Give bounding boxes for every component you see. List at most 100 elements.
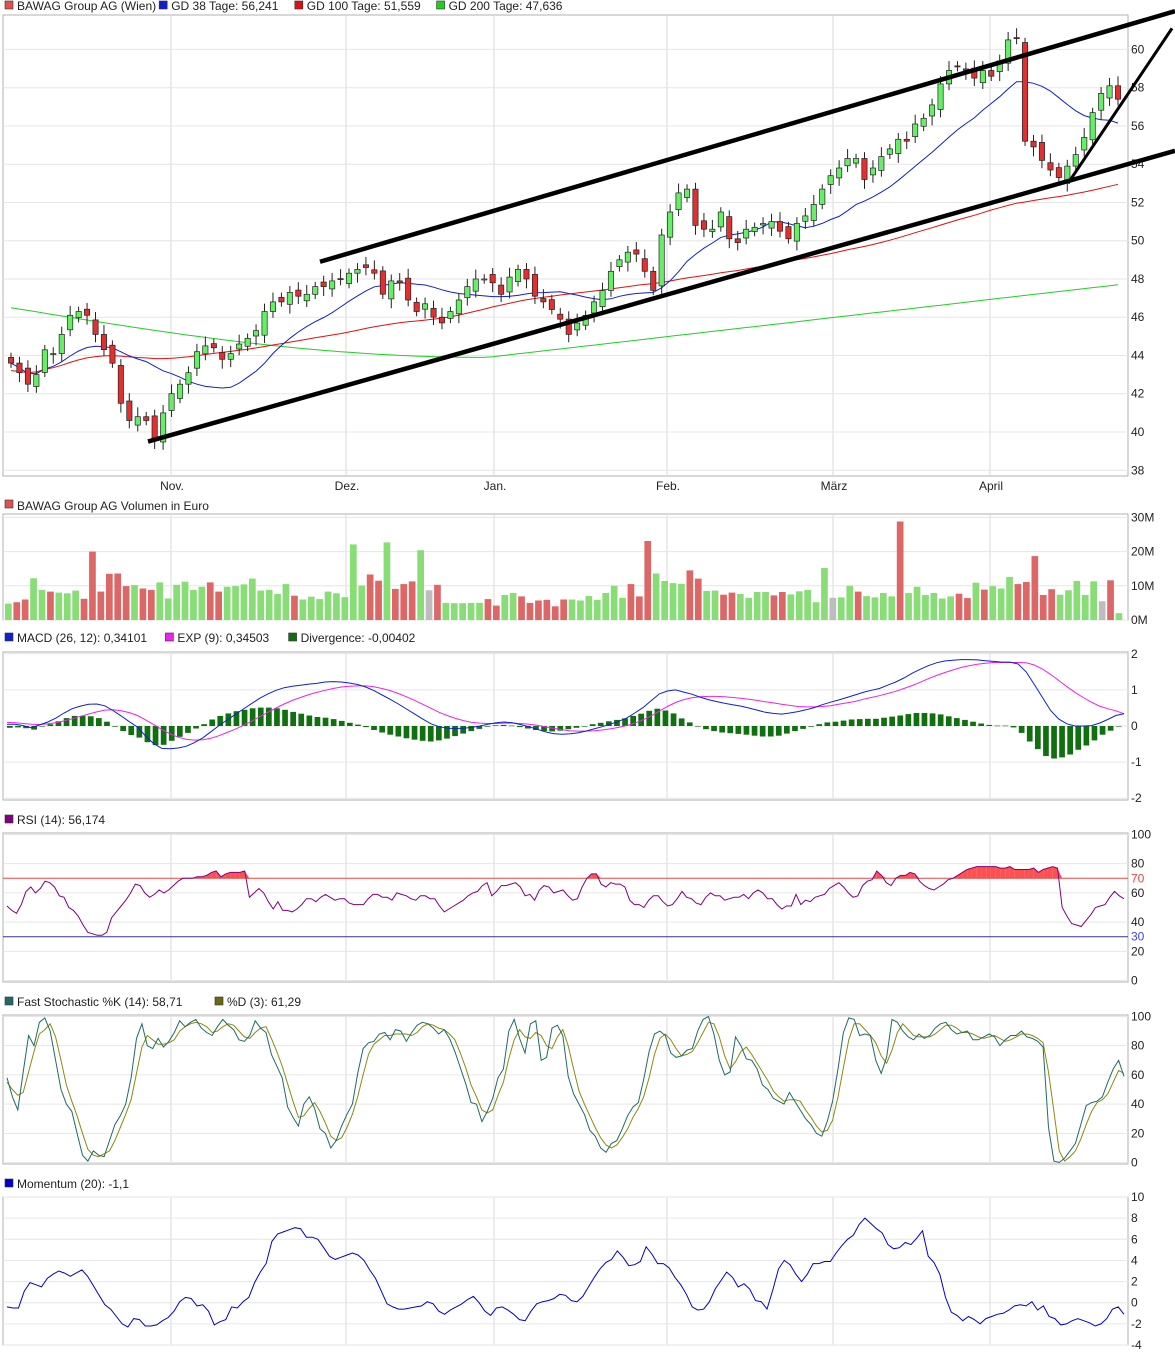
rsi-legend-swatch <box>4 814 14 824</box>
candle-body <box>616 259 623 268</box>
macd-divergence-bar <box>800 726 806 729</box>
volume-bar <box>1098 601 1106 620</box>
macd-divergence-bar <box>808 726 814 727</box>
macd-divergence-bar <box>1067 726 1073 755</box>
candle-body <box>261 311 268 336</box>
macd-divergence-bar <box>290 711 296 726</box>
volume-bar <box>1073 581 1081 620</box>
macd-divergence-bar <box>978 723 984 726</box>
macd-divergence-bar <box>614 719 620 726</box>
volume-bar <box>737 594 744 620</box>
volume-bar <box>232 586 239 620</box>
candle-body <box>422 303 429 310</box>
macd-divergence-bar <box>152 726 159 746</box>
candle-body <box>979 70 986 84</box>
candle-body <box>574 322 581 331</box>
volume-bar <box>307 596 315 620</box>
macd-divergence-bar <box>249 708 256 726</box>
candle-body <box>33 374 40 387</box>
candle-body <box>557 313 564 320</box>
macd-divergence-bar <box>144 726 151 743</box>
volume-bar <box>745 597 753 620</box>
candle-body <box>278 296 285 303</box>
macd-divergence-bar <box>913 713 920 726</box>
candle-body <box>531 274 538 297</box>
price-ytick-label: 40 <box>1131 425 1145 439</box>
candle-body <box>489 274 496 284</box>
macd-divergence-bar <box>185 726 191 733</box>
macd-divergence-bar <box>970 721 976 726</box>
volume-bar <box>922 595 929 620</box>
macd-divergence-bar <box>945 716 952 726</box>
candle-body <box>472 278 479 292</box>
volume-bar <box>1048 589 1055 620</box>
macd-divergence-bar <box>201 724 207 726</box>
rsi-overbought-fill <box>1043 868 1048 879</box>
candle-body <box>1072 154 1079 167</box>
macd-divergence-bar <box>792 726 798 732</box>
rsi-overbought-fill <box>995 866 1001 879</box>
macd-divergence-bar <box>703 726 709 730</box>
rsi-overbought-fill <box>1024 869 1029 879</box>
macd-divergence-bar <box>711 726 717 732</box>
volume-bar <box>930 593 938 620</box>
price-xtick-label: April <box>979 479 1003 493</box>
macd-divergence-bar <box>55 721 62 726</box>
macd-divergence-bar <box>120 726 126 732</box>
macd-divergence-bar <box>168 726 175 741</box>
stoch-legend-swatch <box>214 996 224 1006</box>
rsi-overbought-fill <box>876 870 882 879</box>
macd-ytick-label: -1 <box>1131 755 1142 769</box>
macd-divergence-bar <box>225 713 232 726</box>
volume-ytick-label: 20M <box>1131 545 1154 559</box>
macd-legend-label: EXP (9): 0,34503 <box>177 631 269 645</box>
rsi-30-label: 30 <box>1131 930 1145 944</box>
macd-divergence-bar <box>670 713 677 726</box>
volume-bar <box>509 593 517 620</box>
candle-body <box>269 301 276 312</box>
stoch-frame <box>2 1014 1129 1165</box>
macd-divergence-bar <box>1115 726 1122 727</box>
volume-bar <box>333 593 340 620</box>
volume-bar <box>484 599 492 620</box>
price-xtick-label: Jan. <box>484 479 507 493</box>
macd-divergence-bar <box>484 726 491 727</box>
macd-divergence-bar <box>492 725 499 726</box>
momentum-ytick-label: 2 <box>1131 1275 1138 1289</box>
candle-body <box>836 167 843 179</box>
macd-divergence-bar <box>775 726 782 736</box>
volume-bar <box>627 584 635 620</box>
macd-divergence-bar <box>476 726 483 729</box>
rsi-70-label: 70 <box>1131 871 1145 885</box>
candle-body <box>498 284 505 295</box>
volume-bar <box>206 582 214 620</box>
stoch-ytick-label: 0 <box>1131 1156 1138 1170</box>
candle-body <box>1055 167 1062 178</box>
candle-body <box>464 286 471 299</box>
macd-divergence-bar <box>727 726 734 734</box>
macd-divergence-bar <box>954 718 960 726</box>
candle-body <box>1030 140 1037 148</box>
candle-body <box>160 412 167 443</box>
volume-bar <box>871 597 879 620</box>
macd-divergence-bar <box>338 720 345 726</box>
stoch-ytick-label: 40 <box>1131 1097 1145 1111</box>
price-ytick-label: 52 <box>1131 195 1145 209</box>
macd-divergence-bar <box>994 725 1001 727</box>
macd-divergence-bar <box>1059 726 1065 758</box>
volume-bar <box>291 595 298 620</box>
macd-divergence-bar <box>322 717 329 726</box>
volume-bar <box>417 550 424 620</box>
macd-divergence-bar <box>695 726 701 727</box>
volume-bar <box>593 599 601 620</box>
macd-divergence-bar <box>929 713 936 726</box>
rsi-overbought-fill <box>1009 866 1015 879</box>
candle-body <box>734 238 741 243</box>
volume-bar <box>493 605 500 620</box>
macd-divergence-bar <box>686 722 693 726</box>
candle-body <box>1013 37 1020 39</box>
volume-bar <box>880 593 887 620</box>
volume-bar <box>577 600 584 620</box>
rsi-overbought-fill <box>962 869 968 879</box>
volume-bar <box>63 593 71 620</box>
